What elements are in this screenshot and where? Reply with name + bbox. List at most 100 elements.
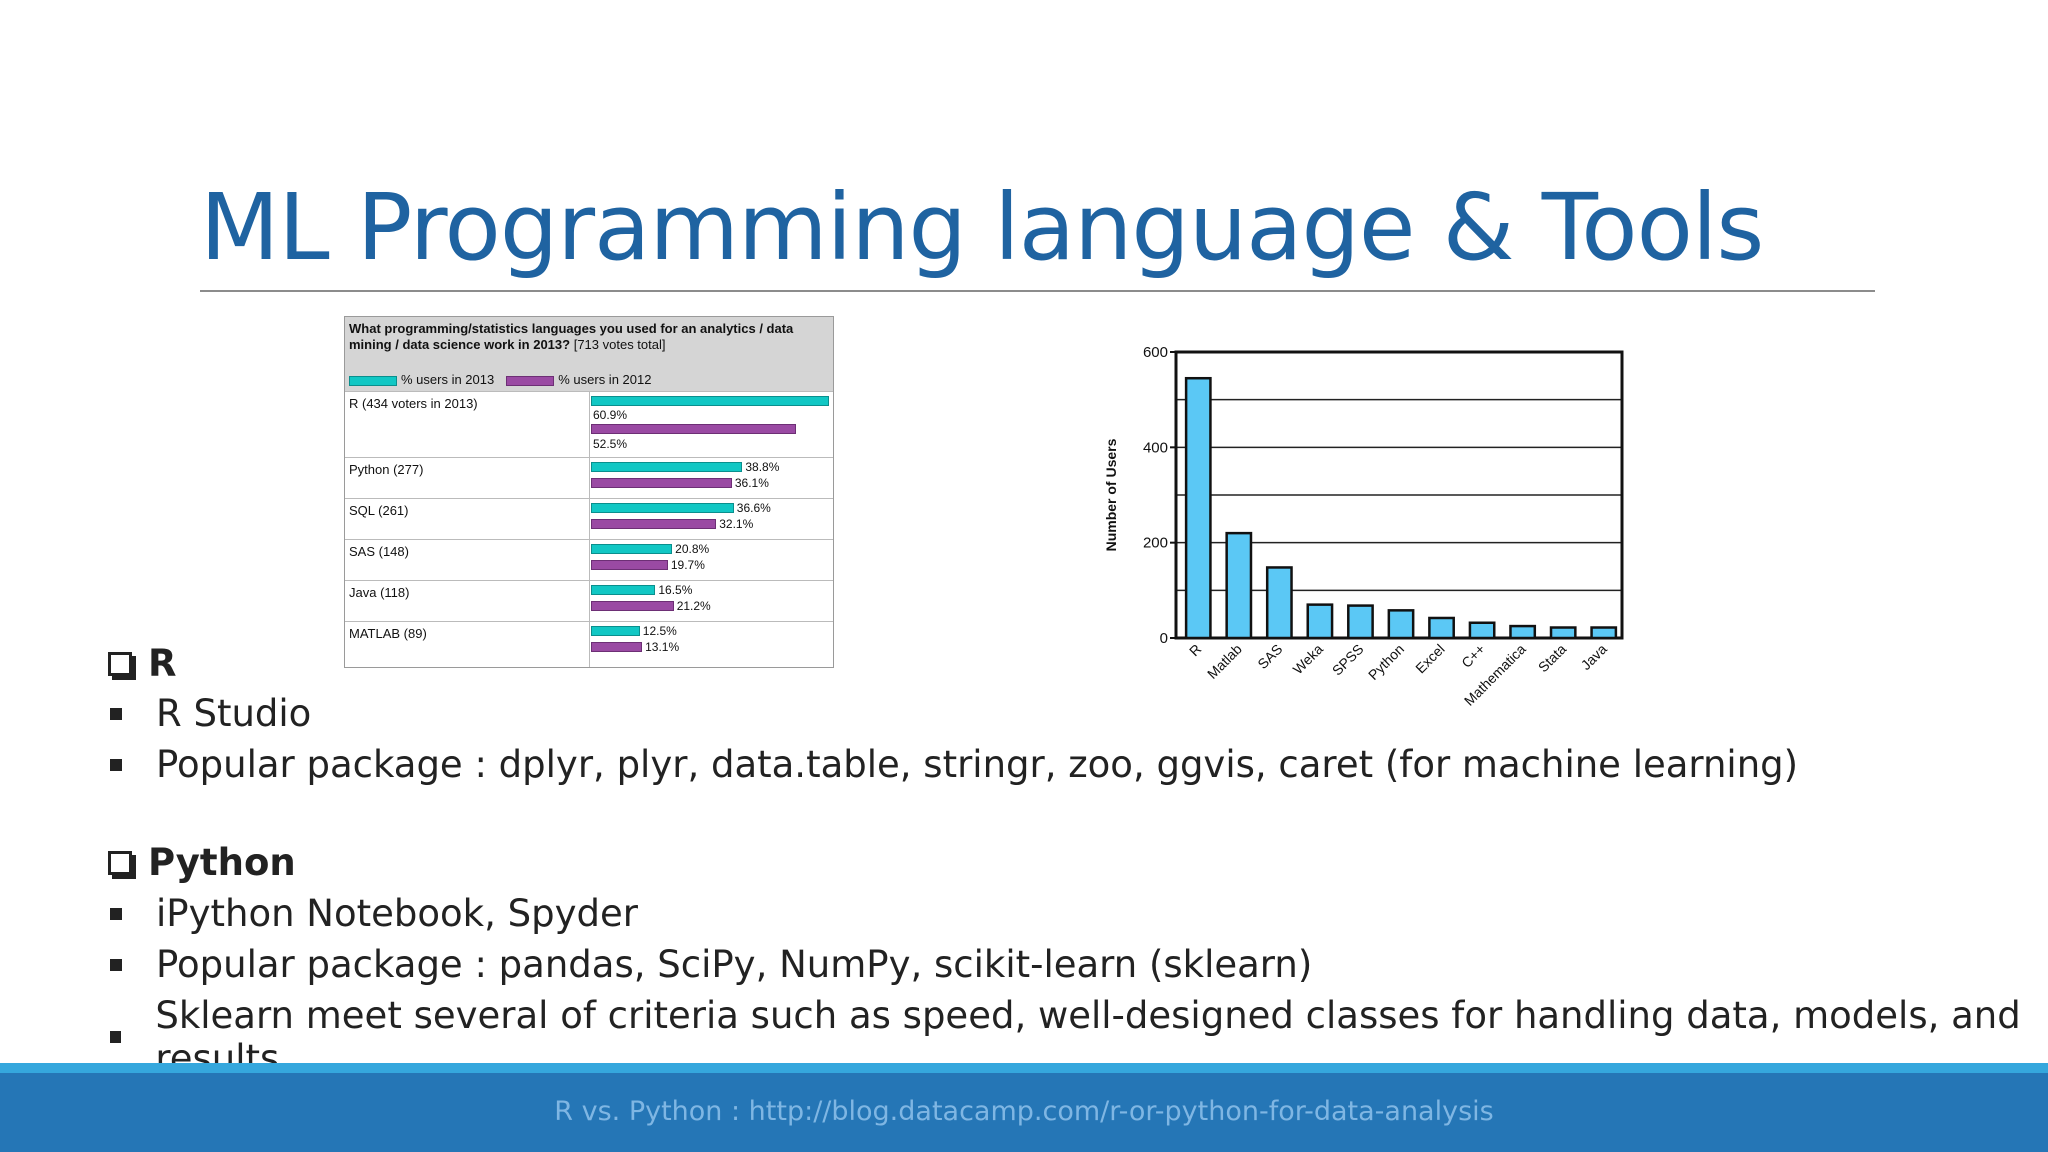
bar-2012 [591,478,732,488]
table-chart-header: What programming/statistics languages yo… [345,317,833,391]
bullet-python-0: iPython Notebook, Spyder [110,892,638,935]
legend-2013: % users in 2013 [349,372,494,387]
value-label-2012: 21.2% [676,599,711,613]
legend-label-2012: % users in 2012 [558,372,652,387]
bar [1590,626,1618,640]
table-chart-legend: % users in 2013 % users in 2012 [349,372,651,387]
y-tick-label: 0 [1160,630,1168,647]
bullet-python-2: Sklearn meet several of criteria such as… [110,994,2048,1080]
bar [1468,621,1496,640]
checkbox-icon [108,651,132,676]
table-row: SAS (148) 20.8% 19.7% [345,539,833,580]
bar-2013 [591,626,640,636]
row-label: Python (277) [349,462,424,477]
section-heading-r: R [108,642,177,685]
value-label-2013: 12.5% [642,624,677,638]
legend-label-2013: % users in 2013 [401,372,495,387]
bar-2012 [591,601,674,611]
bar-2013 [591,396,829,406]
row-label: R (434 voters in 2013) [349,396,478,411]
question-text: What programming/statistics languages yo… [349,321,794,352]
bullet-text: iPython Notebook, Spyder [156,892,638,935]
table-row: Python (277) 38.8% 36.1% [345,457,833,498]
bar [1509,624,1537,640]
value-label-2013: 16.5% [658,583,693,597]
y-tick-label: 400 [1143,439,1168,456]
bar-2012 [591,560,668,570]
bullet-r-0: R Studio [110,692,311,735]
value-label-2012: 36.1% [734,476,769,490]
row-label: Java (118) [349,585,410,600]
checkbox-icon [108,850,132,875]
row-label: MATLAB (89) [349,626,427,641]
x-tick-label: Weka [1290,641,1327,678]
row-label: SQL (261) [349,503,409,518]
x-tick-label: C++ [1458,641,1488,671]
table-chart-rows: R (434 voters in 2013) 60.9% 52.5% Python (… [345,391,833,662]
y-tick-label: 600 [1143,344,1168,361]
row-label: SAS (148) [349,544,409,559]
x-tick-label: SPSS [1329,641,1367,679]
value-label-2013: 38.8% [745,460,780,474]
title-divider [200,290,1875,292]
table-row: Java (118) 16.5% 21.2% [345,580,833,621]
footer-bar [0,1073,2048,1152]
legend-2012: % users in 2012 [506,372,651,387]
square-bullet-icon [110,758,122,771]
slide-title: ML Programming language & Tools [200,174,1764,281]
bullet-text: Popular package : dplyr, plyr, data.tabl… [156,743,1799,786]
legend-swatch-2013 [349,375,397,386]
value-label-2012: 13.1% [645,640,680,654]
table-row: SQL (261) 36.6% 32.1% [345,498,833,539]
x-tick-label: R [1186,641,1204,659]
bar [1306,603,1334,640]
section-heading-label: Python [148,841,296,884]
votes-note: [713 votes total] [573,337,666,352]
x-tick-label: Excel [1412,641,1448,677]
square-bullet-icon [110,907,122,920]
table-column-divider [589,391,590,667]
y-axis-label: Number of Users [1103,438,1119,551]
value-label-2012: 32.1% [719,517,754,531]
x-tick-label: Python [1365,641,1407,683]
bar [1549,626,1577,640]
footer-link[interactable]: R vs. Python : http://blog.datacamp.com/… [554,1096,1494,1127]
section-heading-label: R [148,642,177,685]
value-label-2012: 19.7% [670,558,705,572]
bullet-text: Popular package : pandas, SciPy, NumPy, … [156,943,1313,986]
table-row: MATLAB (89) 12.5% 13.1% [345,621,833,662]
x-tick-label: Stata [1535,641,1570,676]
value-label-2013: 20.8% [675,542,710,556]
x-tick-label: Java [1578,641,1610,673]
bullet-r-1: Popular package : dplyr, plyr, data.tabl… [110,743,1798,786]
bar-2013 [591,585,656,595]
bar [1387,609,1415,640]
square-bullet-icon [110,958,122,971]
bar [1428,616,1455,640]
value-label-2012: 52.5% [593,437,628,451]
language-usage-table-chart: What programming/statistics languages yo… [344,316,834,668]
bar [1225,531,1253,640]
bullet-text: Sklearn meet several of criteria such as… [155,994,2021,1080]
bar [1347,604,1374,640]
table-row: R (434 voters in 2013) 60.9% 52.5% [345,391,833,457]
table-chart-question: What programming/statistics languages yo… [349,321,829,353]
x-tick-label: Matlab [1204,641,1245,682]
x-tick-label: SAS [1254,641,1285,672]
square-bullet-icon [110,1031,122,1043]
value-label-2013: 60.9% [593,408,628,422]
bar-2013 [591,503,734,513]
bar-2013 [591,544,673,554]
section-heading-python: Python [108,841,296,884]
bar-2012 [591,642,643,652]
value-label-2013: 36.6% [736,501,771,515]
square-bullet-icon [110,707,122,720]
bar-2012 [591,519,717,529]
footer-accent-line [0,1063,2048,1073]
y-tick-label: 200 [1143,535,1168,552]
bar [1184,376,1212,640]
bullet-python-1: Popular package : pandas, SciPy, NumPy, … [110,943,1312,986]
bar [1265,566,1293,640]
bar-2012 [591,424,796,434]
